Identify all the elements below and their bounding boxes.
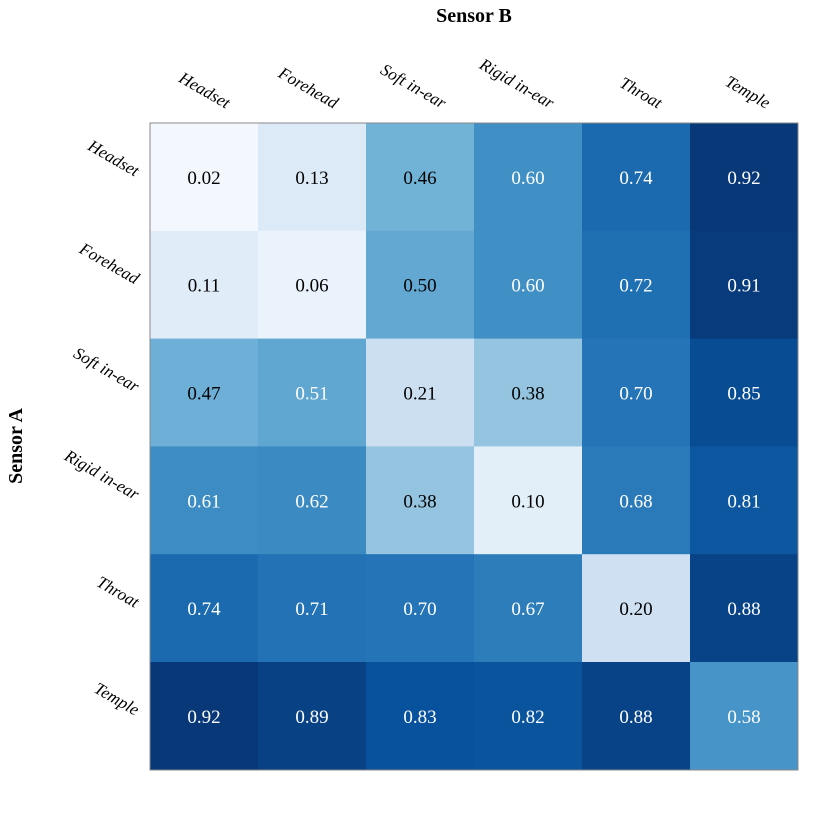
cell-value-label-r5-c3: 0.70 (403, 599, 436, 620)
heatmap-cell-r1-c3 (366, 123, 475, 232)
heatmap-cell-r6-c6 (690, 662, 799, 771)
heatmap-cell-r4-c3 (366, 446, 475, 555)
heatmap-cell-r1-c4 (474, 123, 583, 232)
x-tick-label-1: Headset (175, 68, 235, 113)
x-tick-labels: Headset Forehead Soft in-ear Rigid in-ear Th… (175, 54, 774, 113)
cell-value-label-r2-c5: 0.72 (619, 276, 652, 297)
cell-value-label-r3-c2: 0.51 (295, 384, 328, 405)
cell-value-label-r1-c3: 0.46 (403, 168, 436, 189)
heatmap-cell-r3-c6 (690, 338, 799, 447)
cell-value-label-r5-c6: 0.88 (727, 599, 760, 620)
heatmap-cell-r6-c3 (366, 662, 475, 771)
cell-value-label-r6-c1: 0.92 (187, 707, 220, 728)
cell-value-label-r3-c3: 0.21 (403, 384, 436, 405)
cell-value-label-r1-c5: 0.74 (619, 168, 653, 189)
cell-value-label-r6-c5: 0.88 (619, 707, 652, 728)
y-tick-label-3: Soft in-ear (70, 343, 142, 396)
heatmap-cell-r4-c4 (474, 446, 583, 555)
x-tick-label-2: Forehead (274, 63, 341, 113)
heatmap-cell-r3-c3 (366, 338, 475, 447)
cell-value-label-r5-c4: 0.67 (511, 599, 544, 620)
cell-value-label-r2-c2: 0.06 (295, 276, 328, 297)
x-axis-title: Sensor B (436, 5, 512, 27)
heatmap-cell-r4-c1 (150, 446, 259, 555)
heatmap-value-labels: 0.02 0.13 0.46 0.60 0.74 0.92 0.11 0.06 0.50 0.60… (187, 168, 760, 728)
cell-value-label-r2-c1: 0.11 (188, 276, 221, 297)
cell-value-label-r3-c1: 0.47 (187, 384, 220, 405)
heatmap-cell-r4-c6 (690, 446, 799, 555)
cell-value-label-r3-c6: 0.85 (727, 384, 760, 405)
heatmap-cell-r3-c1 (150, 338, 259, 447)
cell-value-label-r3-c4: 0.38 (511, 384, 544, 405)
heatmap-cell-r1-c2 (258, 123, 367, 232)
x-tick-label-5: Throat (616, 73, 666, 113)
cell-value-label-r6-c6: 0.58 (727, 707, 760, 728)
cell-value-label-r2-c3: 0.50 (403, 276, 436, 297)
heatmap-cell-r6-c4 (474, 662, 583, 771)
cell-value-label-r5-c2: 0.71 (295, 599, 328, 620)
y-axis-title: Sensor A (5, 408, 27, 484)
cell-value-label-r2-c4: 0.60 (511, 276, 544, 297)
heatmap-cell-r4-c5 (582, 446, 691, 555)
y-tick-label-2: Forehead (75, 238, 142, 288)
cell-value-label-r4-c4: 0.10 (511, 491, 544, 512)
cell-value-label-r6-c3: 0.83 (403, 707, 436, 728)
cell-value-label-r4-c5: 0.68 (619, 491, 652, 512)
heatmap-cell-r1-c5 (582, 123, 691, 232)
cell-value-label-r4-c2: 0.62 (295, 491, 328, 512)
heatmap-cell-r5-c1 (150, 554, 259, 663)
y-tick-label-1: Headset (84, 136, 144, 181)
heatmap-cell-r2-c1 (150, 230, 259, 340)
heatmap-cell-r6-c1 (150, 662, 259, 771)
heatmap-cell-r6-c5 (582, 662, 691, 771)
cell-value-label-r1-c6: 0.92 (727, 168, 760, 189)
heatmap-cell-r2-c3 (366, 230, 475, 340)
cell-value-label-r3-c5: 0.70 (619, 384, 652, 405)
heatmap-cell-r5-c5 (582, 554, 691, 663)
cell-value-label-r4-c1: 0.61 (187, 491, 220, 512)
heatmap-cell-r5-c3 (366, 554, 475, 663)
heatmap-cell-r5-c4 (474, 554, 583, 663)
heatmap-cell-r3-c5 (582, 338, 691, 447)
cell-value-label-r1-c2: 0.13 (295, 168, 328, 189)
plot-frame (149, 122, 799, 771)
heatmap-cell-r5-c6 (690, 554, 799, 663)
cell-value-label-r6-c2: 0.89 (295, 707, 328, 728)
heatmap-cell-r2-c5 (582, 230, 691, 340)
y-tick-label-4: Rigid in-ear (61, 445, 143, 503)
heatmap-cell-r2-c6 (690, 230, 799, 340)
heatmap-cell-r1-c6 (690, 123, 799, 232)
heatmap-cell-r3-c4 (474, 338, 583, 447)
cell-value-label-r4-c6: 0.81 (727, 491, 760, 512)
y-tick-label-5: Throat (93, 572, 143, 612)
heatmap-cell-r1-c1 (150, 123, 259, 232)
heatmap-cell-r2-c4 (474, 230, 583, 340)
heatmap-cell-r3-c2 (258, 338, 367, 447)
heatmap-cell-r5-c2 (258, 554, 367, 663)
cell-value-label-r5-c1: 0.74 (187, 599, 221, 620)
x-tick-label-3: Soft in-ear (377, 60, 449, 113)
x-tick-label-6: Temple (722, 72, 774, 113)
cell-value-label-r6-c4: 0.82 (511, 707, 544, 728)
cell-value-label-r2-c6: 0.91 (727, 276, 760, 297)
cell-value-label-r1-c1: 0.02 (187, 168, 220, 189)
cell-value-label-r4-c3: 0.38 (403, 491, 436, 512)
heatmap-cells (150, 123, 799, 771)
cell-value-label-r5-c5: 0.20 (619, 599, 652, 620)
y-tick-labels: Headset Forehead Soft in-ear Rigid in-ear Th… (61, 136, 144, 720)
cell-value-label-r1-c4: 0.60 (511, 168, 544, 189)
y-tick-label-6: Temple (91, 679, 143, 720)
x-tick-label-4: Rigid in-ear (476, 54, 558, 112)
heatmap-cell-r6-c2 (258, 662, 367, 771)
heatmap-cell-r4-c2 (258, 446, 367, 555)
heatmap-cell-r2-c2 (258, 230, 367, 340)
